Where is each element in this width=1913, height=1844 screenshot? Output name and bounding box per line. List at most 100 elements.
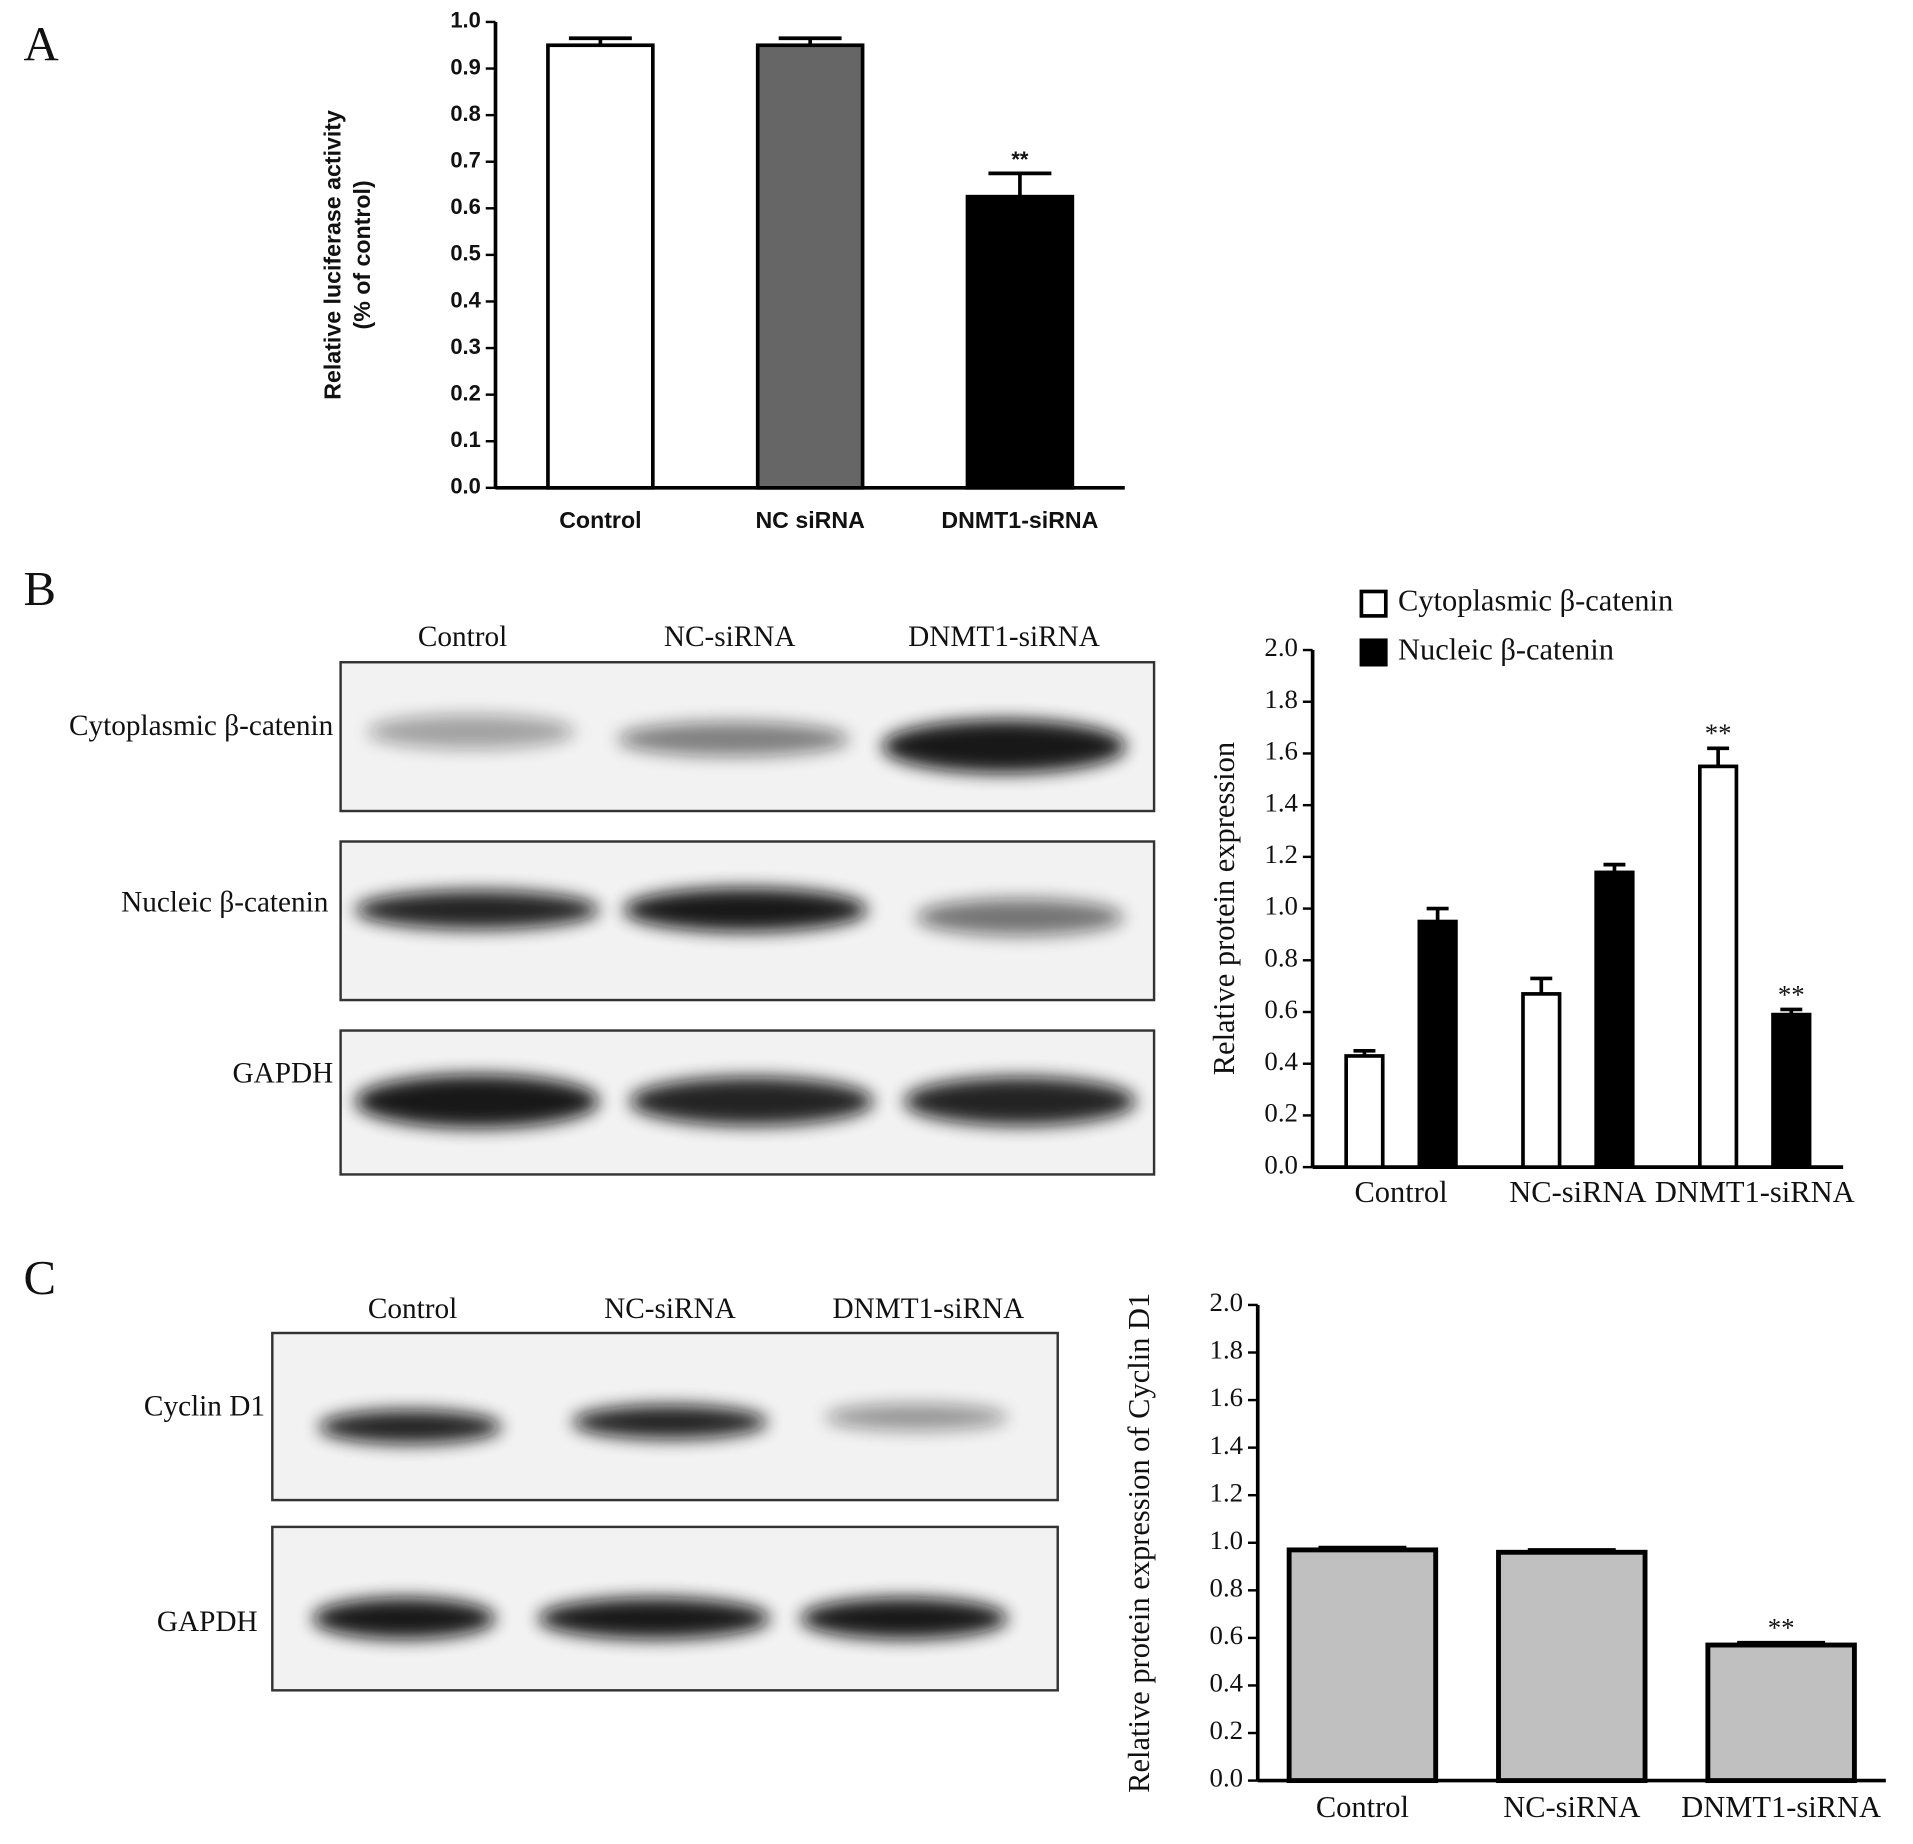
significance-label: ** [1011, 147, 1029, 172]
bar [1771, 1012, 1812, 1169]
lane-label: NC-siRNA [664, 621, 796, 653]
y-tick-label: 1.2 [1264, 839, 1298, 869]
blot-b: Control NC-siRNA DNMT1-siRNA Cytoplasmic… [69, 621, 1156, 1176]
legend-label: Nucleic β-catenin [1398, 632, 1614, 666]
y-tick-label: 0.4 [450, 287, 481, 312]
blot-band [572, 1404, 768, 1440]
legend-swatch [1359, 589, 1388, 618]
bar [1594, 870, 1635, 1169]
lane-label: DNMT1-siRNA [833, 1293, 1025, 1325]
blot-band [800, 1597, 1008, 1640]
y-tick-label: 1.8 [1264, 684, 1298, 714]
y-tick-label: 1.4 [1264, 787, 1298, 817]
lane-label: Control [368, 1293, 457, 1325]
legend-label: Cytoplasmic β-catenin [1398, 584, 1673, 618]
y-axis-label: Relative protein expression of Cyclin D1 [1122, 1293, 1156, 1793]
y-tick-label: 0.4 [1264, 1046, 1298, 1076]
significance-label: ** [1778, 979, 1805, 1009]
blot-band [882, 719, 1127, 774]
bar [546, 43, 655, 490]
y-tick-label: 1.8 [1210, 1335, 1244, 1365]
y-tick-label: 0.8 [450, 101, 481, 126]
bar [965, 194, 1075, 490]
y-tick-label: 2.0 [1210, 1287, 1244, 1317]
y-tick-label: 0.8 [1210, 1572, 1244, 1602]
x-tick-label: NC siRNA [755, 507, 865, 533]
y-tick-label: 0.3 [450, 334, 481, 359]
x-tick-label: DNMT1-siRNA [941, 507, 1098, 533]
chart: 0.0 0.2 0.4 0.6 0.8 1.0 1.2 1.4 1.6 1.8 2.0 Relativ… [1122, 1287, 1886, 1824]
significance-label: ** [1705, 718, 1732, 748]
blot-band [916, 898, 1124, 936]
blot-band [617, 721, 850, 757]
y-tick-label: 0.6 [1210, 1620, 1244, 1650]
significance-label: ** [1768, 1613, 1795, 1643]
blot-c: Control NC-siRNA DNMT1-siRNA Cyclin D1 G… [144, 1293, 1059, 1692]
y-tick-label: 0.6 [450, 194, 481, 219]
panel-letter: A [24, 17, 59, 71]
y-tick-label: 1.4 [1210, 1430, 1244, 1460]
blot-band [318, 1409, 502, 1444]
bar [1344, 1054, 1385, 1169]
y-tick-label: 0.2 [450, 380, 481, 405]
panel-letter: B [24, 562, 57, 616]
blot-band [629, 1076, 874, 1126]
y-tick-label: 0.5 [450, 241, 481, 266]
bar [1705, 1642, 1857, 1784]
bar [1521, 992, 1562, 1169]
y-tick-label: 0.7 [450, 148, 481, 173]
blot-band [355, 890, 600, 930]
row-label: Cytoplasmic β-catenin [69, 710, 334, 742]
y-tick-label: 0.0 [450, 474, 481, 499]
y-tick-label: 1.0 [450, 8, 481, 33]
chart: 0.0 0.1 0.2 0.3 0.4 0.5 0.6 0.7 0.8 0.9 1.0 Relativ… [320, 8, 1125, 533]
row-label: Nucleic β-catenin [121, 887, 329, 919]
blot-band [904, 1076, 1136, 1126]
y-tick-label: 0.1 [450, 427, 481, 452]
blot-band [312, 1597, 496, 1640]
bar [1286, 1547, 1439, 1784]
legend-swatch [1359, 638, 1388, 667]
y-tick-label: 0.2 [1210, 1715, 1244, 1745]
bar [755, 43, 865, 490]
y-tick-label: 1.0 [1210, 1525, 1244, 1555]
lane-label: Control [418, 621, 507, 653]
y-tick-label: 1.6 [1210, 1382, 1244, 1412]
blot-band [623, 887, 868, 932]
blot-band [355, 1074, 600, 1129]
x-tick-label: DNMT1-siRNA [1655, 1175, 1855, 1209]
x-tick-label: NC-siRNA [1509, 1175, 1646, 1209]
y-tick-label: 0.0 [1210, 1763, 1244, 1793]
bar [1698, 764, 1739, 1169]
y-tick-label: 0.9 [450, 54, 481, 79]
y-tick-label: 0.4 [1210, 1668, 1244, 1698]
y-tick-label: 2.0 [1264, 632, 1298, 662]
x-tick-label: Control [1316, 1790, 1409, 1824]
row-label: GAPDH [157, 1606, 258, 1638]
lane-label: NC-siRNA [604, 1293, 736, 1325]
bar [1496, 1549, 1648, 1784]
panel-letter: C [24, 1251, 57, 1305]
y-tick-label: 0.6 [1264, 994, 1298, 1024]
y-axis-label: (% of control) [349, 180, 375, 329]
blot-band [367, 714, 575, 749]
y-tick-label: 0.0 [1264, 1149, 1298, 1179]
y-tick-label: 0.8 [1264, 942, 1298, 972]
y-tick-label: 1.6 [1264, 736, 1298, 766]
y-tick-label: 0.2 [1264, 1098, 1298, 1128]
lane-label: DNMT1-siRNA [908, 621, 1100, 653]
y-axis-label: Relative protein expression [1207, 742, 1241, 1075]
x-tick-label: NC-siRNA [1503, 1790, 1640, 1824]
x-tick-label: DNMT1-siRNA [1681, 1790, 1881, 1824]
chart: 0.0 0.2 0.4 0.6 0.8 1.0 1.2 1.4 1.6 1.8 2.0 Relativ… [1207, 584, 1854, 1209]
row-label: Cyclin D1 [144, 1390, 265, 1422]
y-axis-label: Relative luciferase activity [320, 110, 346, 400]
bar [1417, 919, 1458, 1169]
y-tick-label: 1.0 [1264, 891, 1298, 921]
y-tick-label: 1.2 [1210, 1477, 1244, 1507]
row-label: GAPDH [233, 1057, 334, 1089]
x-tick-label: Control [1354, 1175, 1447, 1209]
blot-band [824, 1403, 1008, 1431]
blot-band [538, 1597, 770, 1640]
